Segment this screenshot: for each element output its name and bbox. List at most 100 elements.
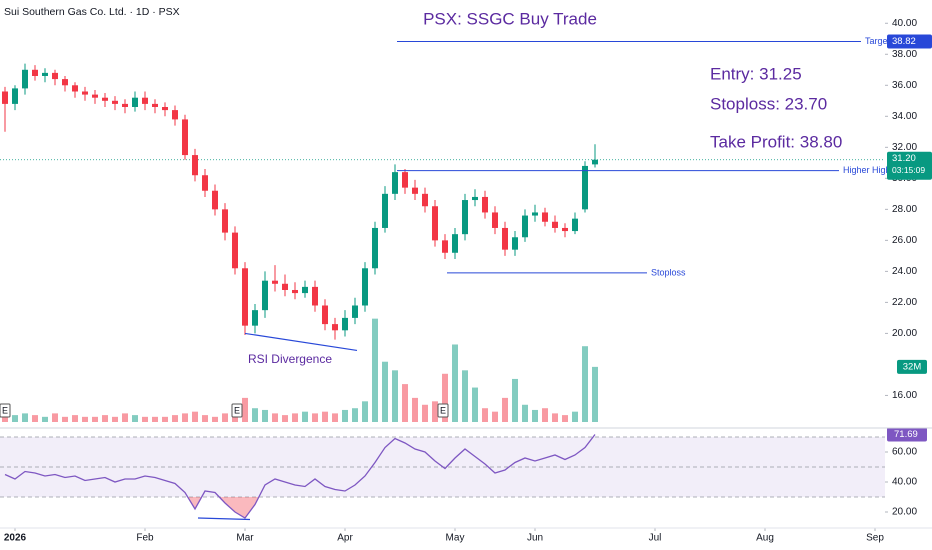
rsi-line xyxy=(4,434,596,519)
candle-body xyxy=(32,69,38,76)
x-tick-label: May xyxy=(446,533,465,544)
volume-bar xyxy=(292,413,298,422)
rsi-last-box xyxy=(887,427,927,442)
candle-body xyxy=(382,193,388,228)
volume-last-label: 32M xyxy=(903,361,922,372)
volume-bar xyxy=(492,411,498,422)
candle-body xyxy=(202,175,208,191)
volume-bar xyxy=(442,373,448,422)
volume-bar xyxy=(572,411,578,422)
volume-bar xyxy=(82,416,88,422)
candle-body xyxy=(312,286,318,306)
level-label: Higher High xyxy=(843,165,891,175)
candle-body xyxy=(422,193,428,207)
volume-bar xyxy=(122,413,128,422)
volume-bar xyxy=(72,415,78,422)
volume-bar xyxy=(472,387,478,422)
annotation: Stoploss: 23.70 xyxy=(710,94,827,113)
candle-body xyxy=(292,289,298,294)
candle-body xyxy=(402,172,408,188)
volume-bar xyxy=(242,397,248,422)
x-tick-label: Jun xyxy=(527,533,543,544)
candle-body xyxy=(412,187,418,194)
x-tick-label: Sep xyxy=(866,533,884,544)
earnings-label: E xyxy=(440,405,446,415)
candle-body xyxy=(362,268,368,306)
candle-body xyxy=(182,119,188,156)
candle-body xyxy=(572,218,578,232)
candle-body xyxy=(132,97,138,107)
candle-body xyxy=(242,268,248,326)
volume-bar xyxy=(332,413,338,422)
plot-layer: 40.0038.0036.0034.0032.0030.0028.0026.00… xyxy=(0,18,932,544)
volume-bar xyxy=(212,416,218,422)
volume-last-box xyxy=(897,359,927,374)
y-tick-label: 38.00 xyxy=(892,49,917,60)
volume-bar xyxy=(172,415,178,422)
y-tick-label: 22.00 xyxy=(892,297,917,308)
x-tick-label: Aug xyxy=(756,533,774,544)
volume-bar xyxy=(542,408,548,422)
volume-bar xyxy=(252,408,258,422)
rsi-last-label: 71.69 xyxy=(894,429,918,440)
y-tick-label: 24.00 xyxy=(892,266,917,277)
candle-body xyxy=(442,240,448,253)
volume-bar xyxy=(582,346,588,422)
candle-body xyxy=(142,97,148,104)
volume-bar xyxy=(362,401,368,422)
volume-bar xyxy=(272,413,278,422)
volume-bar xyxy=(42,416,48,422)
volume-bar xyxy=(262,409,268,422)
candle-body xyxy=(332,324,338,331)
y-tick-label: 16.00 xyxy=(892,390,917,401)
x-tick-label: Jul xyxy=(649,533,662,544)
candle-body xyxy=(372,227,378,269)
rsi-divergence-line xyxy=(197,517,251,521)
last-price-box xyxy=(887,151,932,180)
volume-bar xyxy=(522,404,528,422)
candle-body xyxy=(322,305,328,325)
candle-body xyxy=(252,310,258,326)
volume-bar xyxy=(502,397,508,422)
candle-body xyxy=(432,206,438,241)
y-tick-label: 36.00 xyxy=(892,80,917,91)
volume-bar xyxy=(222,413,228,422)
volume-bar xyxy=(12,415,18,422)
candle-body xyxy=(542,212,548,222)
level-label: Target xyxy=(865,36,891,46)
x-tick-label: Mar xyxy=(236,533,254,544)
candle-body xyxy=(582,165,588,210)
volume-bar xyxy=(112,416,118,422)
candle-body xyxy=(62,79,68,86)
candle-body xyxy=(82,91,88,95)
volume-bar xyxy=(552,413,558,422)
candle-body xyxy=(552,221,558,228)
candle-body xyxy=(592,159,598,165)
earnings-label: E xyxy=(2,405,8,415)
candle-body xyxy=(72,85,78,92)
volume-bar xyxy=(182,413,188,422)
y-tick-label: 20.00 xyxy=(892,328,917,339)
volume-bar xyxy=(592,366,598,422)
volume-bar xyxy=(302,411,308,422)
x-tick-label: Apr xyxy=(337,533,353,544)
candle-body xyxy=(122,103,128,107)
annotation: Take Profit: 38.80 xyxy=(710,132,842,151)
volume-bar xyxy=(452,344,458,422)
y-tick-label: 32.00 xyxy=(892,142,917,153)
level-price-label: 38.82 xyxy=(892,36,916,47)
earnings-marker xyxy=(231,403,243,418)
candle-body xyxy=(452,234,458,253)
candle-body xyxy=(512,237,518,250)
x-tick-label: Feb xyxy=(136,533,154,544)
candle-body xyxy=(42,72,48,76)
last-price-label: 31.20 xyxy=(892,153,916,164)
volume-bar xyxy=(162,416,168,422)
y-tick-label: 40.00 xyxy=(892,18,917,29)
y-tick-label: 34.00 xyxy=(892,111,917,122)
volume-bar xyxy=(132,415,138,422)
y-tick-label: 28.00 xyxy=(892,204,917,215)
candle-body xyxy=(192,155,198,176)
